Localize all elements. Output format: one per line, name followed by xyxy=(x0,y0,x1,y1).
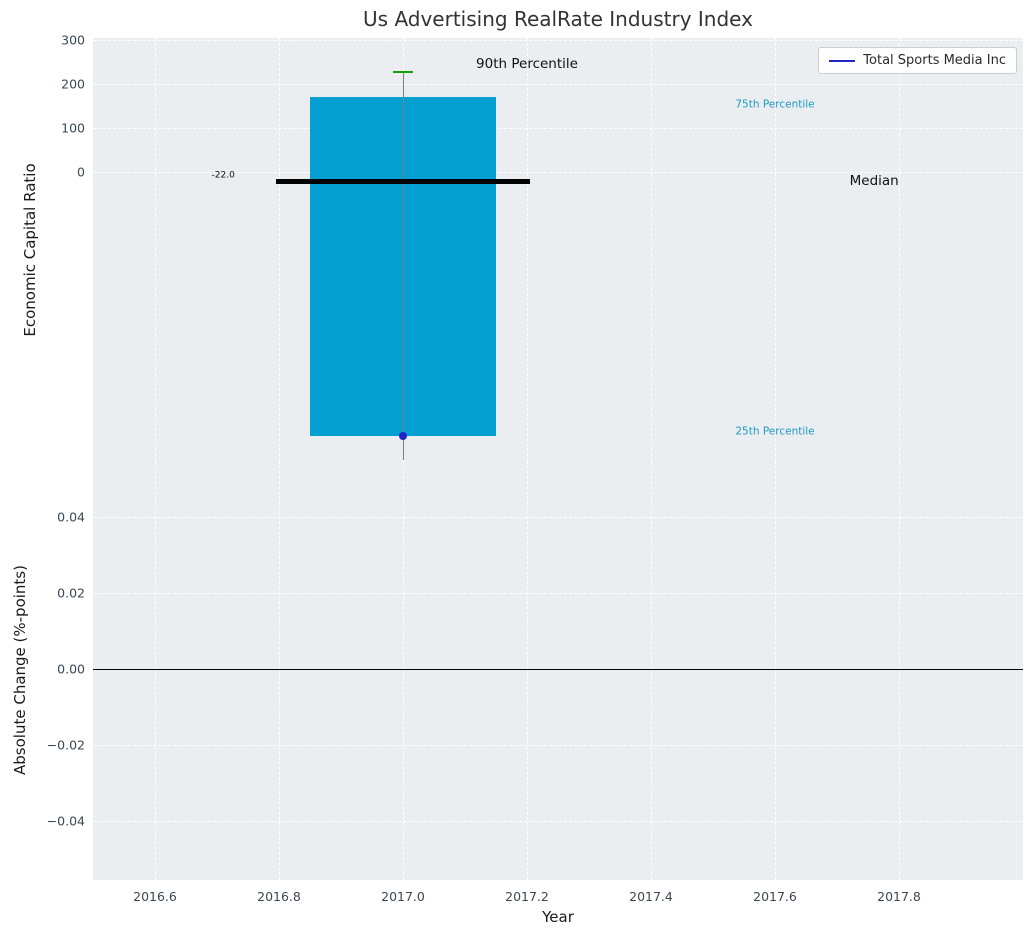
p90-cap-line xyxy=(393,71,413,73)
gridline-vertical xyxy=(155,38,156,461)
y-tick-label: 0.00 xyxy=(57,661,85,676)
gridline-horizontal xyxy=(93,745,1023,746)
legend-label: Total Sports Media Inc xyxy=(863,53,1006,68)
gridline-horizontal xyxy=(93,128,1023,129)
median-line xyxy=(276,179,530,184)
y-tick-label: 100 xyxy=(61,120,85,135)
y-tick-label: 0 xyxy=(77,164,85,179)
gridline-horizontal xyxy=(93,84,1023,85)
gridline-vertical xyxy=(155,461,156,880)
bottom-y-axis-label: Absolute Change (%-points) xyxy=(11,565,29,775)
company-data-point xyxy=(399,432,407,440)
gridline-horizontal xyxy=(93,593,1023,594)
x-tick-label: 2017.6 xyxy=(753,889,797,904)
x-tick-label: 2017.4 xyxy=(629,889,673,904)
gridline-vertical xyxy=(651,461,652,880)
y-tick-label: 0.02 xyxy=(57,585,85,600)
gridline-vertical xyxy=(651,38,652,461)
gridline-horizontal xyxy=(93,40,1023,41)
y-tick-label: 200 xyxy=(61,76,85,91)
whisker-line xyxy=(403,71,404,461)
gridline-vertical xyxy=(527,38,528,461)
top-y-axis-label: Economic Capital Ratio xyxy=(21,163,39,336)
y-tick-label: 300 xyxy=(61,32,85,47)
zero-change-line xyxy=(93,669,1023,670)
x-tick-label: 2017.0 xyxy=(381,889,425,904)
figure: Us Advertising RealRate Industry Index E… xyxy=(0,0,1034,942)
legend: Total Sports Media Inc xyxy=(818,47,1017,74)
chart-title: Us Advertising RealRate Industry Index xyxy=(93,6,1023,33)
x-tick-label: 2017.2 xyxy=(505,889,549,904)
gridline-vertical xyxy=(279,38,280,461)
y-tick-label: −0.04 xyxy=(47,814,85,829)
gridline-vertical xyxy=(403,461,404,880)
gridline-vertical xyxy=(899,461,900,880)
bottom-plot-area: 0.040.020.00−0.02−0.042016.62016.82017.0… xyxy=(93,461,1023,880)
gridline-horizontal xyxy=(93,821,1023,822)
gridline-vertical xyxy=(899,38,900,461)
gridline-vertical xyxy=(279,461,280,880)
x-tick-label: 2016.8 xyxy=(257,889,301,904)
gridline-horizontal xyxy=(93,517,1023,518)
label-median-value: -22.0 xyxy=(212,171,235,182)
label-25th-percentile: 25th Percentile xyxy=(735,425,814,438)
y-tick-label: −0.02 xyxy=(47,738,85,753)
legend-line-swatch xyxy=(829,60,855,62)
x-tick-label: 2016.6 xyxy=(133,889,177,904)
x-tick-label: 2017.8 xyxy=(877,889,921,904)
x-axis-label: Year xyxy=(93,908,1023,926)
label-median: Median xyxy=(850,173,899,189)
gridline-vertical xyxy=(775,461,776,880)
top-plot-area: Total Sports Media Inc 010020030090th Pe… xyxy=(93,38,1023,461)
label-75th-percentile: 75th Percentile xyxy=(735,99,814,112)
y-tick-label: 0.04 xyxy=(57,509,85,524)
gridline-vertical xyxy=(527,461,528,880)
label-90th-percentile: 90th Percentile xyxy=(476,56,578,72)
